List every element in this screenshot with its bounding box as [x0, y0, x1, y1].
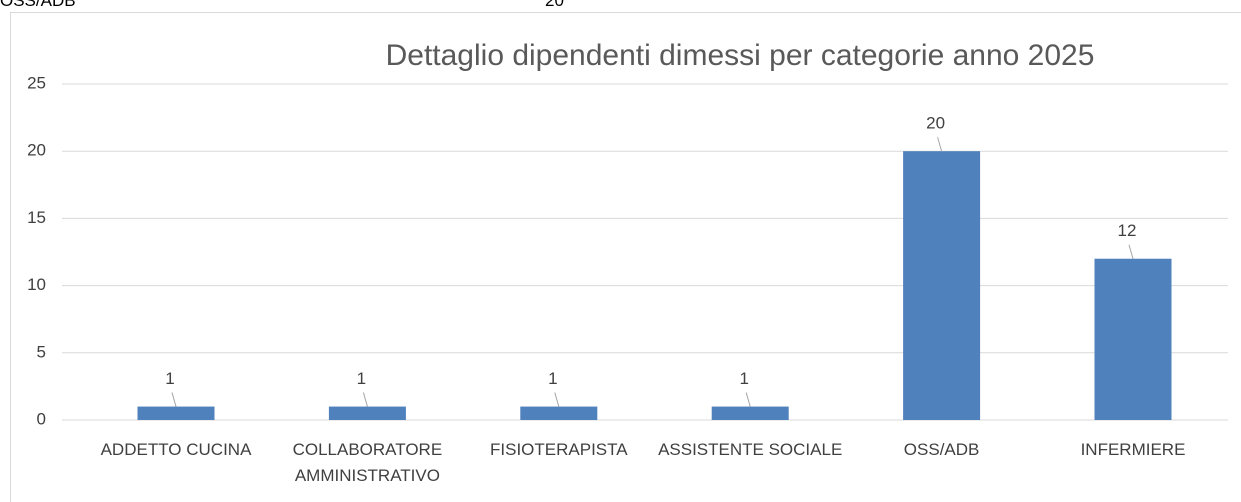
- data-label: 1: [165, 369, 174, 388]
- bar: [520, 406, 598, 420]
- data-label: 1: [357, 369, 366, 388]
- leader-line: [362, 392, 368, 407]
- data-label: 1: [548, 369, 557, 388]
- x-tick-label: FISIOTERAPISTA: [490, 440, 628, 459]
- leader-line: [745, 392, 751, 407]
- leader-line: [1128, 244, 1134, 259]
- leader-line: [937, 137, 943, 152]
- y-tick-label: 25: [27, 73, 46, 92]
- x-tick-label: OSS/ADB: [903, 440, 980, 459]
- y-tick-label: 20: [27, 141, 46, 160]
- y-tick-label: 15: [27, 208, 46, 227]
- sheet-cell: 20: [545, 0, 564, 10]
- bar: [328, 406, 406, 420]
- bar: [1094, 258, 1172, 420]
- y-tick-label: 10: [27, 275, 46, 294]
- x-tick-label: INFERMIERE: [1080, 440, 1186, 459]
- x-tick-label: COLLABORATORE AMMINISTRATIVO: [292, 440, 443, 485]
- leader-line: [171, 392, 177, 407]
- leader-line: [554, 392, 560, 407]
- data-label: 12: [1118, 221, 1137, 240]
- x-tick-label: ADDETTO CUCINA: [100, 440, 252, 459]
- sheet-cell: OSS/ADB: [0, 0, 76, 10]
- bar: [711, 406, 789, 420]
- y-tick-label: 0: [37, 409, 46, 428]
- data-label: 1: [739, 369, 748, 388]
- chart-border: [10, 12, 1241, 502]
- y-tick-label: 5: [37, 342, 46, 361]
- chart-title: Dettaglio dipendenti dimessi per categor…: [386, 39, 1095, 72]
- data-label: 20: [926, 114, 945, 133]
- x-tick-label: ASSISTENTE SOCIALE: [658, 440, 843, 459]
- bar: [903, 151, 981, 420]
- bar: [137, 406, 215, 420]
